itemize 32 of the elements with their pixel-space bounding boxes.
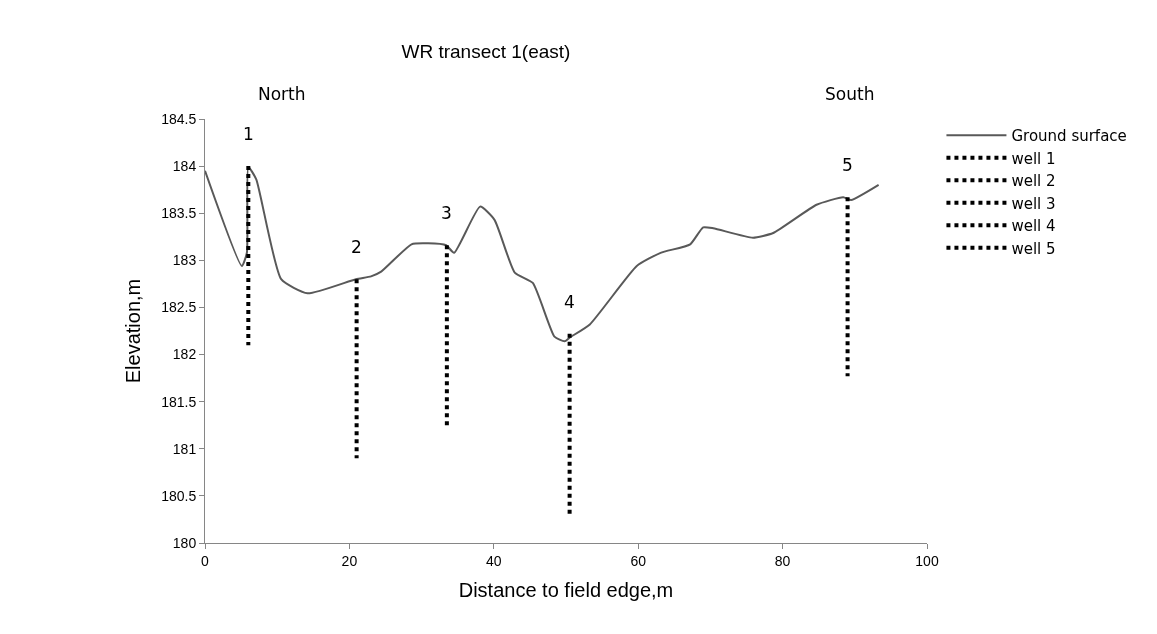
y-tick-label: 182.5 [161, 299, 197, 316]
legend-label: well 3 [1011, 194, 1056, 213]
text: South [825, 84, 875, 104]
x-tick-label: 0 [201, 552, 210, 569]
legend-label: well 5 [1011, 239, 1056, 258]
y-tick-label: 182 [172, 346, 197, 363]
y-tick-label: 183.5 [161, 205, 197, 222]
annotation: 3 [441, 203, 452, 223]
y-tick-label: 181.5 [161, 393, 197, 410]
y-tick-label: 184 [172, 158, 197, 175]
x-tick-label: 100 [915, 552, 939, 569]
y-tick-label: 181 [172, 440, 197, 457]
x-tick-label: 60 [630, 552, 647, 569]
y-tick-label: 180 [172, 534, 197, 551]
annotation: 2 [351, 237, 362, 257]
legend-label: well 2 [1011, 172, 1056, 191]
y-tick-label: 183 [172, 252, 197, 269]
y-tick-label: 180.5 [161, 487, 197, 504]
x-tick-label: 20 [341, 552, 358, 569]
chart-title: WR transect 1(east) [401, 40, 571, 62]
x-axis-title: Distance to field edge,m [458, 579, 674, 602]
x-tick-label: 40 [486, 552, 502, 569]
y-tick-label: 184.5 [161, 110, 197, 127]
x-tick-label: 80 [774, 552, 791, 569]
y-axis-title: Elevation,m [121, 278, 144, 384]
annotation: 5 [842, 155, 853, 175]
annotation: 1 [243, 124, 254, 144]
legend-label: well 4 [1011, 217, 1056, 236]
legend-label: Ground surface [1011, 127, 1127, 146]
text: North [258, 84, 306, 104]
legend-label: well 1 [1011, 149, 1056, 168]
annotation: 4 [564, 292, 575, 312]
